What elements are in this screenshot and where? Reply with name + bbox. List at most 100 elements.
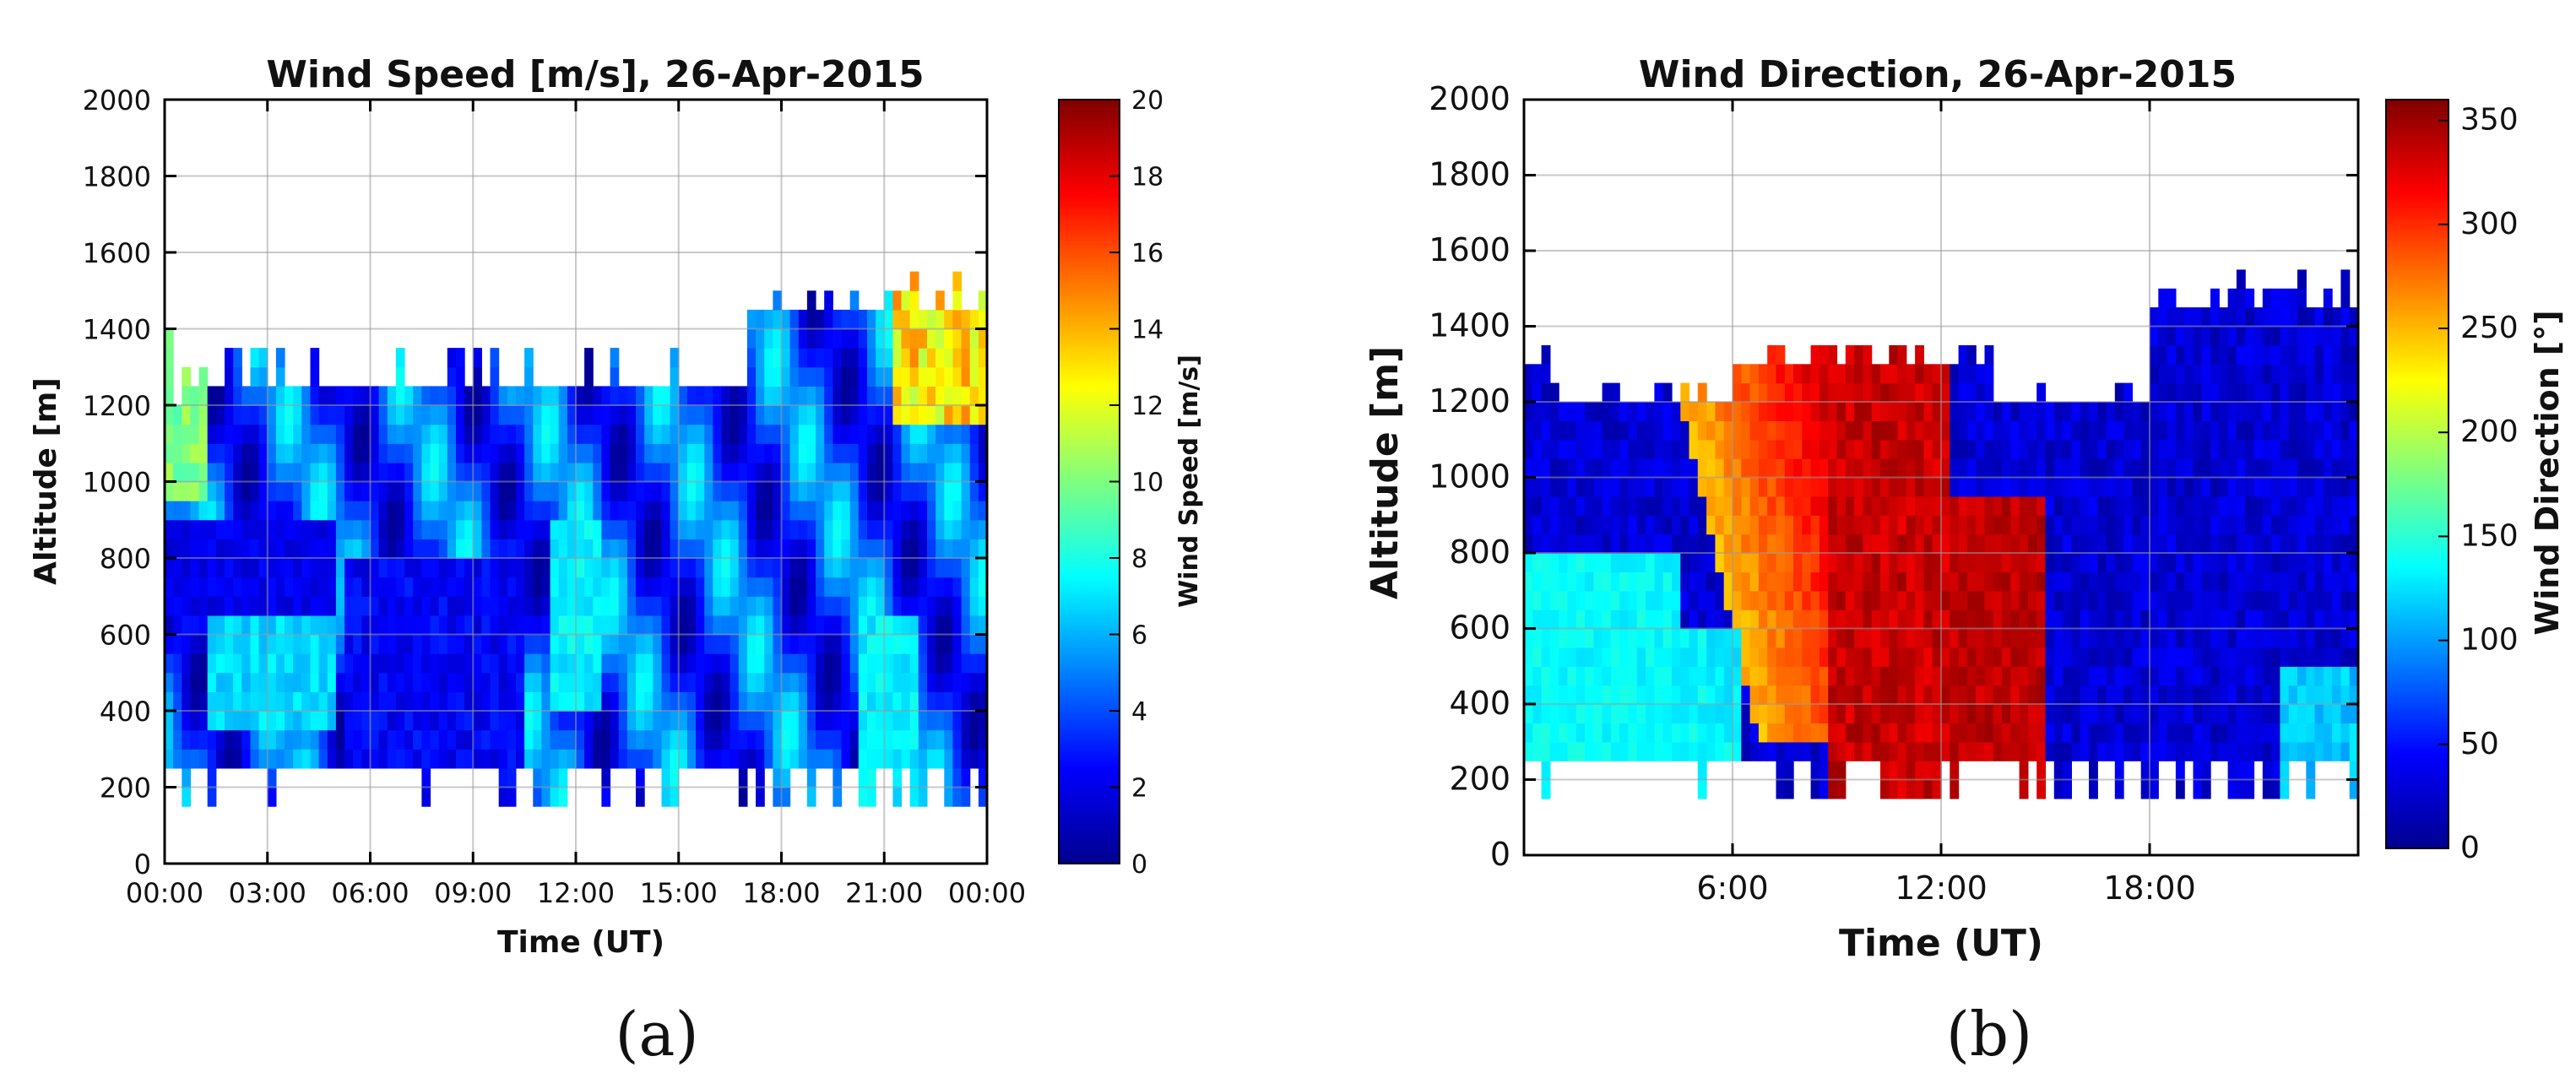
heatmap-cell <box>2140 723 2150 743</box>
heatmap-cell <box>344 424 354 444</box>
heatmap-cell <box>2236 458 2246 479</box>
heatmap-cell <box>2280 477 2290 497</box>
heatmap-cell <box>704 539 713 559</box>
heatmap-cell <box>1680 704 1690 723</box>
heatmap-cell <box>2227 609 2237 630</box>
heatmap-cell <box>456 615 465 636</box>
heatmap-cell <box>2053 553 2064 572</box>
heatmap-cell <box>824 290 833 311</box>
heatmap-cell <box>327 539 337 559</box>
heatmap-cell <box>1906 458 1916 479</box>
heatmap-cell <box>909 290 919 311</box>
heatmap-cell <box>927 672 936 692</box>
heatmap-cell <box>2010 477 2020 497</box>
heatmap-cell <box>2080 515 2090 535</box>
heatmap-cell <box>944 558 953 578</box>
heatmap-cell <box>610 443 620 463</box>
heatmap-cell <box>661 787 671 807</box>
heatmap-cell <box>2184 364 2194 384</box>
heatmap-cell <box>1880 628 1890 648</box>
heatmap-cell <box>1906 382 1916 403</box>
heatmap-cell <box>2193 704 2203 723</box>
heatmap-cell <box>1706 439 1716 459</box>
heatmap-cell <box>2027 609 2037 630</box>
heatmap-cell <box>1680 590 1690 610</box>
heatmap-cell <box>2063 628 2072 648</box>
heatmap-cell <box>1549 704 1559 723</box>
heatmap-cell <box>661 519 671 539</box>
heatmap-cell <box>2227 704 2237 723</box>
y-axis-label: Altitude [m] <box>1364 346 1407 599</box>
heatmap-cell <box>729 539 740 559</box>
heatmap-cell <box>516 596 525 616</box>
heatmap-cell <box>610 405 620 425</box>
heatmap-cell <box>1541 458 1551 479</box>
heatmap-cell <box>567 519 577 539</box>
heatmap-cell <box>327 481 337 501</box>
heatmap-cell <box>1915 439 1924 459</box>
heatmap-cell <box>2114 553 2124 572</box>
heatmap-cell <box>944 691 953 712</box>
heatmap-cell <box>1889 515 1899 535</box>
heatmap-cell <box>464 749 474 769</box>
heatmap-cell <box>2053 723 2064 743</box>
heatmap-cell <box>1793 553 1803 572</box>
heatmap-cell <box>2158 741 2168 761</box>
colorbar-tick-label: 2 <box>1131 774 1147 804</box>
heatmap-cell <box>2097 420 2107 441</box>
heatmap-cell <box>2053 572 2064 592</box>
heatmap-cell <box>935 711 945 731</box>
heatmap-cell <box>2097 402 2107 421</box>
heatmap-cell <box>190 539 200 559</box>
heatmap-cell <box>1819 515 1829 535</box>
heatmap-cell <box>2167 288 2177 308</box>
heatmap-cell <box>1889 382 1899 403</box>
heatmap-cell <box>1906 647 1916 667</box>
heatmap-cell <box>1784 609 1794 630</box>
heatmap-cell <box>1966 420 1977 441</box>
heatmap-cell <box>370 501 380 521</box>
heatmap-cell <box>2262 761 2272 781</box>
heatmap-cell <box>233 405 242 425</box>
heatmap-cell <box>2201 779 2211 799</box>
heatmap-cell <box>816 711 825 731</box>
heatmap-cell <box>2262 496 2272 516</box>
heatmap-cell <box>738 615 748 636</box>
heatmap-cell <box>961 653 971 674</box>
heatmap-cell <box>721 653 731 674</box>
heatmap-cell <box>2280 307 2290 328</box>
heatmap-cell <box>2201 685 2211 705</box>
heatmap-cell <box>2280 647 2290 667</box>
heatmap-cell <box>225 672 234 692</box>
heatmap-cell <box>1610 741 1620 761</box>
heatmap-cell <box>756 558 765 578</box>
heatmap-cell <box>944 539 953 559</box>
heatmap-cell <box>1654 572 1664 592</box>
heatmap-cell <box>1871 477 1881 497</box>
heatmap-cell <box>884 577 893 597</box>
heatmap-cell <box>1993 590 2003 610</box>
heatmap-cell <box>395 348 405 368</box>
heatmap-cell <box>241 577 251 597</box>
heatmap-cell <box>2089 590 2098 610</box>
heatmap-cell <box>1559 439 1569 459</box>
y-tick-label: 400 <box>1449 685 1510 722</box>
heatmap-cell <box>1715 572 1725 592</box>
heatmap-cell <box>395 729 405 750</box>
heatmap-cell <box>361 405 371 425</box>
heatmap-cell <box>824 481 833 501</box>
heatmap-cell <box>686 653 697 674</box>
heatmap-cell <box>1802 364 1812 384</box>
heatmap-cell <box>626 481 637 501</box>
heatmap-cell <box>773 767 783 788</box>
heatmap-cell <box>2167 439 2177 459</box>
heatmap-cell <box>729 596 740 616</box>
heatmap-cell <box>935 577 945 597</box>
heatmap-cell <box>524 443 534 463</box>
heatmap-cell <box>969 501 979 521</box>
heatmap-cell <box>832 501 843 521</box>
heatmap-cell <box>1575 647 1586 667</box>
heatmap-cell <box>524 711 534 731</box>
heatmap-cell <box>1532 420 1543 441</box>
heatmap-cell <box>258 519 268 539</box>
